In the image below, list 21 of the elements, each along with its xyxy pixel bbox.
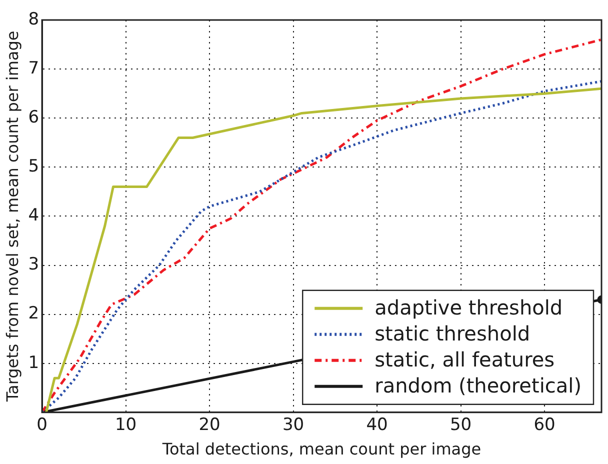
x-tick-label: 0: [36, 415, 48, 436]
y-tick-label: 4: [28, 206, 40, 226]
x-tick-label: 40: [366, 415, 388, 436]
y-axis-title: Targets from novel set, mean count per image: [2, 30, 22, 403]
legend-label: static, all features: [374, 348, 555, 372]
y-tick-label: 2: [28, 304, 40, 324]
x-tick-label: 20: [198, 415, 220, 436]
y-tick-label: 3: [28, 254, 40, 275]
x-tick-label: 10: [114, 415, 137, 436]
legend-label: static threshold: [374, 322, 530, 346]
y-tick-label: 1: [28, 352, 40, 373]
y-tick-label: 5: [28, 156, 40, 177]
legend-label: adaptive threshold: [374, 296, 563, 320]
legend-label: random (theoretical): [374, 374, 582, 398]
y-tick-label: 7: [28, 58, 40, 78]
y-tick-label: 6: [28, 108, 40, 128]
x-tick-label: 60: [534, 415, 556, 436]
x-axis-title: Total detections, mean count per image: [161, 440, 482, 459]
y-tick-label: 8: [28, 9, 40, 30]
x-tick-label: 30: [282, 415, 304, 436]
x-tick-label: 50: [450, 415, 472, 436]
